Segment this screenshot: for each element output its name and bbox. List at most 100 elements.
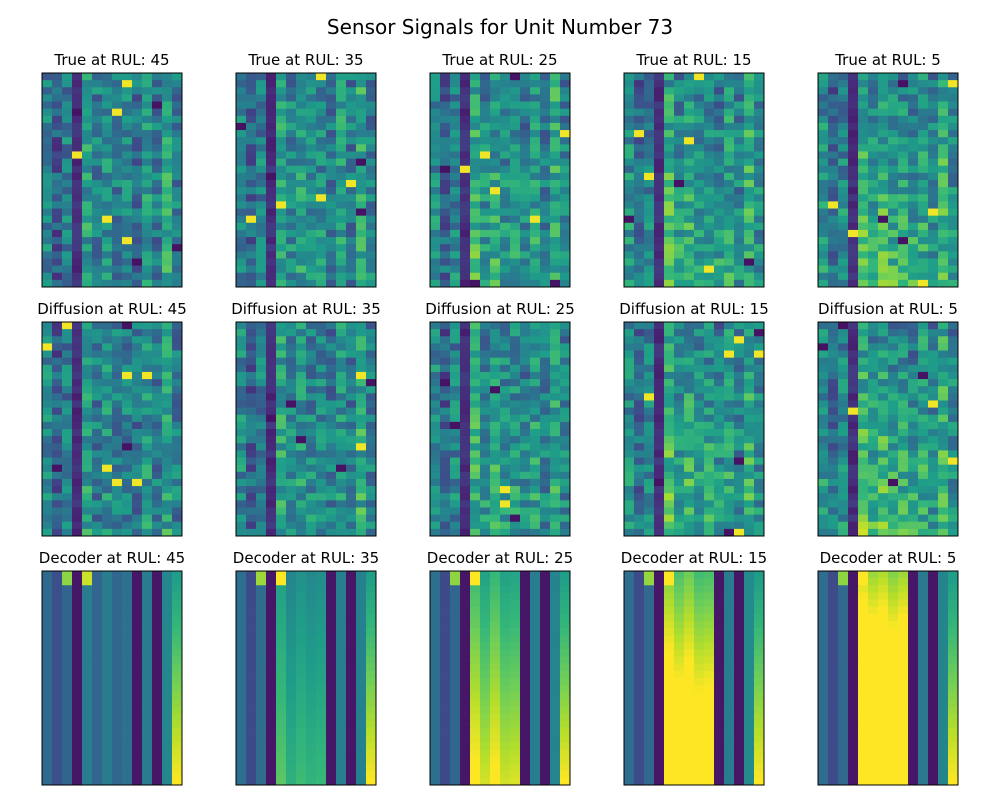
heatmap-cell	[42, 727, 53, 736]
heatmap-cell	[336, 457, 347, 466]
heatmap-cell	[450, 364, 461, 373]
heatmap-cell	[898, 371, 909, 380]
heatmap-cell	[624, 215, 635, 224]
heatmap-cell	[948, 158, 959, 167]
heatmap-cell	[346, 144, 357, 152]
heatmap-cell	[266, 279, 277, 288]
heatmap-cell	[316, 436, 327, 444]
heatmap-cell	[908, 108, 919, 117]
heatmap-cell	[286, 144, 297, 152]
heatmap-cell	[644, 201, 655, 209]
heatmap-cell	[256, 222, 267, 231]
heatmap-cell	[888, 443, 899, 451]
heatmap-cell	[152, 670, 163, 679]
heatmap-cell	[530, 144, 541, 152]
heatmap-cell	[490, 180, 501, 188]
heatmap-cell	[754, 237, 765, 245]
heatmap-cell	[296, 137, 307, 145]
heatmap-cell	[296, 350, 307, 359]
heatmap-cell	[520, 208, 531, 217]
heatmap-cell	[72, 628, 83, 636]
heatmap-cell	[928, 201, 939, 209]
heatmap-cell	[346, 407, 357, 416]
heatmap-cell	[102, 663, 113, 672]
heatmap-cell	[82, 742, 93, 750]
heatmap-cell	[72, 144, 83, 152]
heatmap-cell	[624, 222, 635, 231]
heatmap-cell	[450, 187, 461, 195]
heatmap-cell	[928, 507, 939, 515]
heatmap-cell	[296, 727, 307, 736]
heatmap-cell	[266, 678, 277, 686]
heatmap-cell	[256, 713, 267, 722]
heatmap-cell	[838, 443, 849, 451]
heatmap-cell	[82, 130, 93, 138]
heatmap-cell	[550, 336, 561, 344]
heatmap-cell	[430, 122, 441, 131]
heatmap-cell	[948, 507, 959, 515]
heatmap-cell	[838, 436, 849, 444]
heatmap-cell	[276, 471, 287, 480]
heatmap-cell	[714, 115, 725, 124]
heatmap-cell	[316, 144, 327, 152]
heatmap-cell	[112, 649, 123, 657]
heatmap-cell	[430, 180, 441, 188]
heatmap-cell	[754, 222, 765, 231]
heatmap-cell	[744, 108, 755, 117]
heatmap-cell	[848, 151, 859, 159]
heatmap-cell	[112, 80, 123, 88]
heatmap-cell	[236, 450, 247, 458]
heatmap-cell	[152, 500, 163, 508]
heatmap-cell	[540, 229, 551, 238]
heatmap-cell	[744, 122, 755, 131]
heatmap-cell	[430, 222, 441, 231]
heatmap-cell	[948, 194, 959, 202]
panel-frame	[429, 72, 571, 288]
heatmap-cell	[948, 336, 959, 344]
heatmap-cell	[624, 115, 635, 124]
heatmap-cell	[928, 87, 939, 95]
heatmap-cell	[868, 144, 879, 152]
heatmap-cell	[92, 656, 103, 665]
heatmap-cell	[122, 371, 133, 380]
heatmap-cell	[888, 80, 899, 88]
heatmap-cell	[102, 770, 113, 779]
heatmap-cell	[560, 464, 571, 473]
heatmap-cell	[634, 486, 645, 494]
heatmap-cell	[644, 265, 655, 274]
heatmap-cell	[674, 450, 685, 458]
heatmap-cell	[858, 229, 869, 238]
heatmap-cell	[336, 514, 347, 523]
heatmap-cell	[152, 493, 163, 501]
heatmap-cell	[724, 122, 735, 131]
heatmap-cell	[470, 130, 481, 138]
heatmap-cell	[734, 244, 745, 252]
heatmap-cell	[684, 279, 695, 288]
heatmap-cell	[520, 528, 531, 537]
heatmap-cell	[694, 371, 705, 380]
heatmap-cell	[744, 429, 755, 437]
heatmap-cell	[500, 265, 511, 274]
heatmap-cell	[102, 329, 113, 337]
heatmap-cell	[828, 122, 839, 131]
heatmap-cell	[122, 272, 133, 281]
heatmap-cell	[62, 478, 73, 487]
heatmap-cell	[122, 350, 133, 359]
heatmap-cell	[500, 258, 511, 266]
heatmap-cell	[246, 692, 257, 700]
heatmap-cell	[152, 429, 163, 437]
heatmap-cell	[634, 457, 645, 466]
heatmap-cell	[336, 172, 347, 181]
heatmap-cell	[286, 606, 297, 615]
heatmap-cell	[878, 108, 889, 117]
heatmap-cell	[112, 407, 123, 416]
heatmap-cell	[908, 194, 919, 202]
heatmap-cell	[62, 429, 73, 437]
heatmap-cell	[908, 215, 919, 224]
heatmap-cell	[236, 172, 247, 181]
heatmap-cell	[908, 244, 919, 252]
heatmap-cell	[500, 386, 511, 394]
heatmap-cell	[470, 471, 481, 480]
heatmap-cell	[52, 599, 63, 608]
heatmap-cell	[72, 663, 83, 672]
